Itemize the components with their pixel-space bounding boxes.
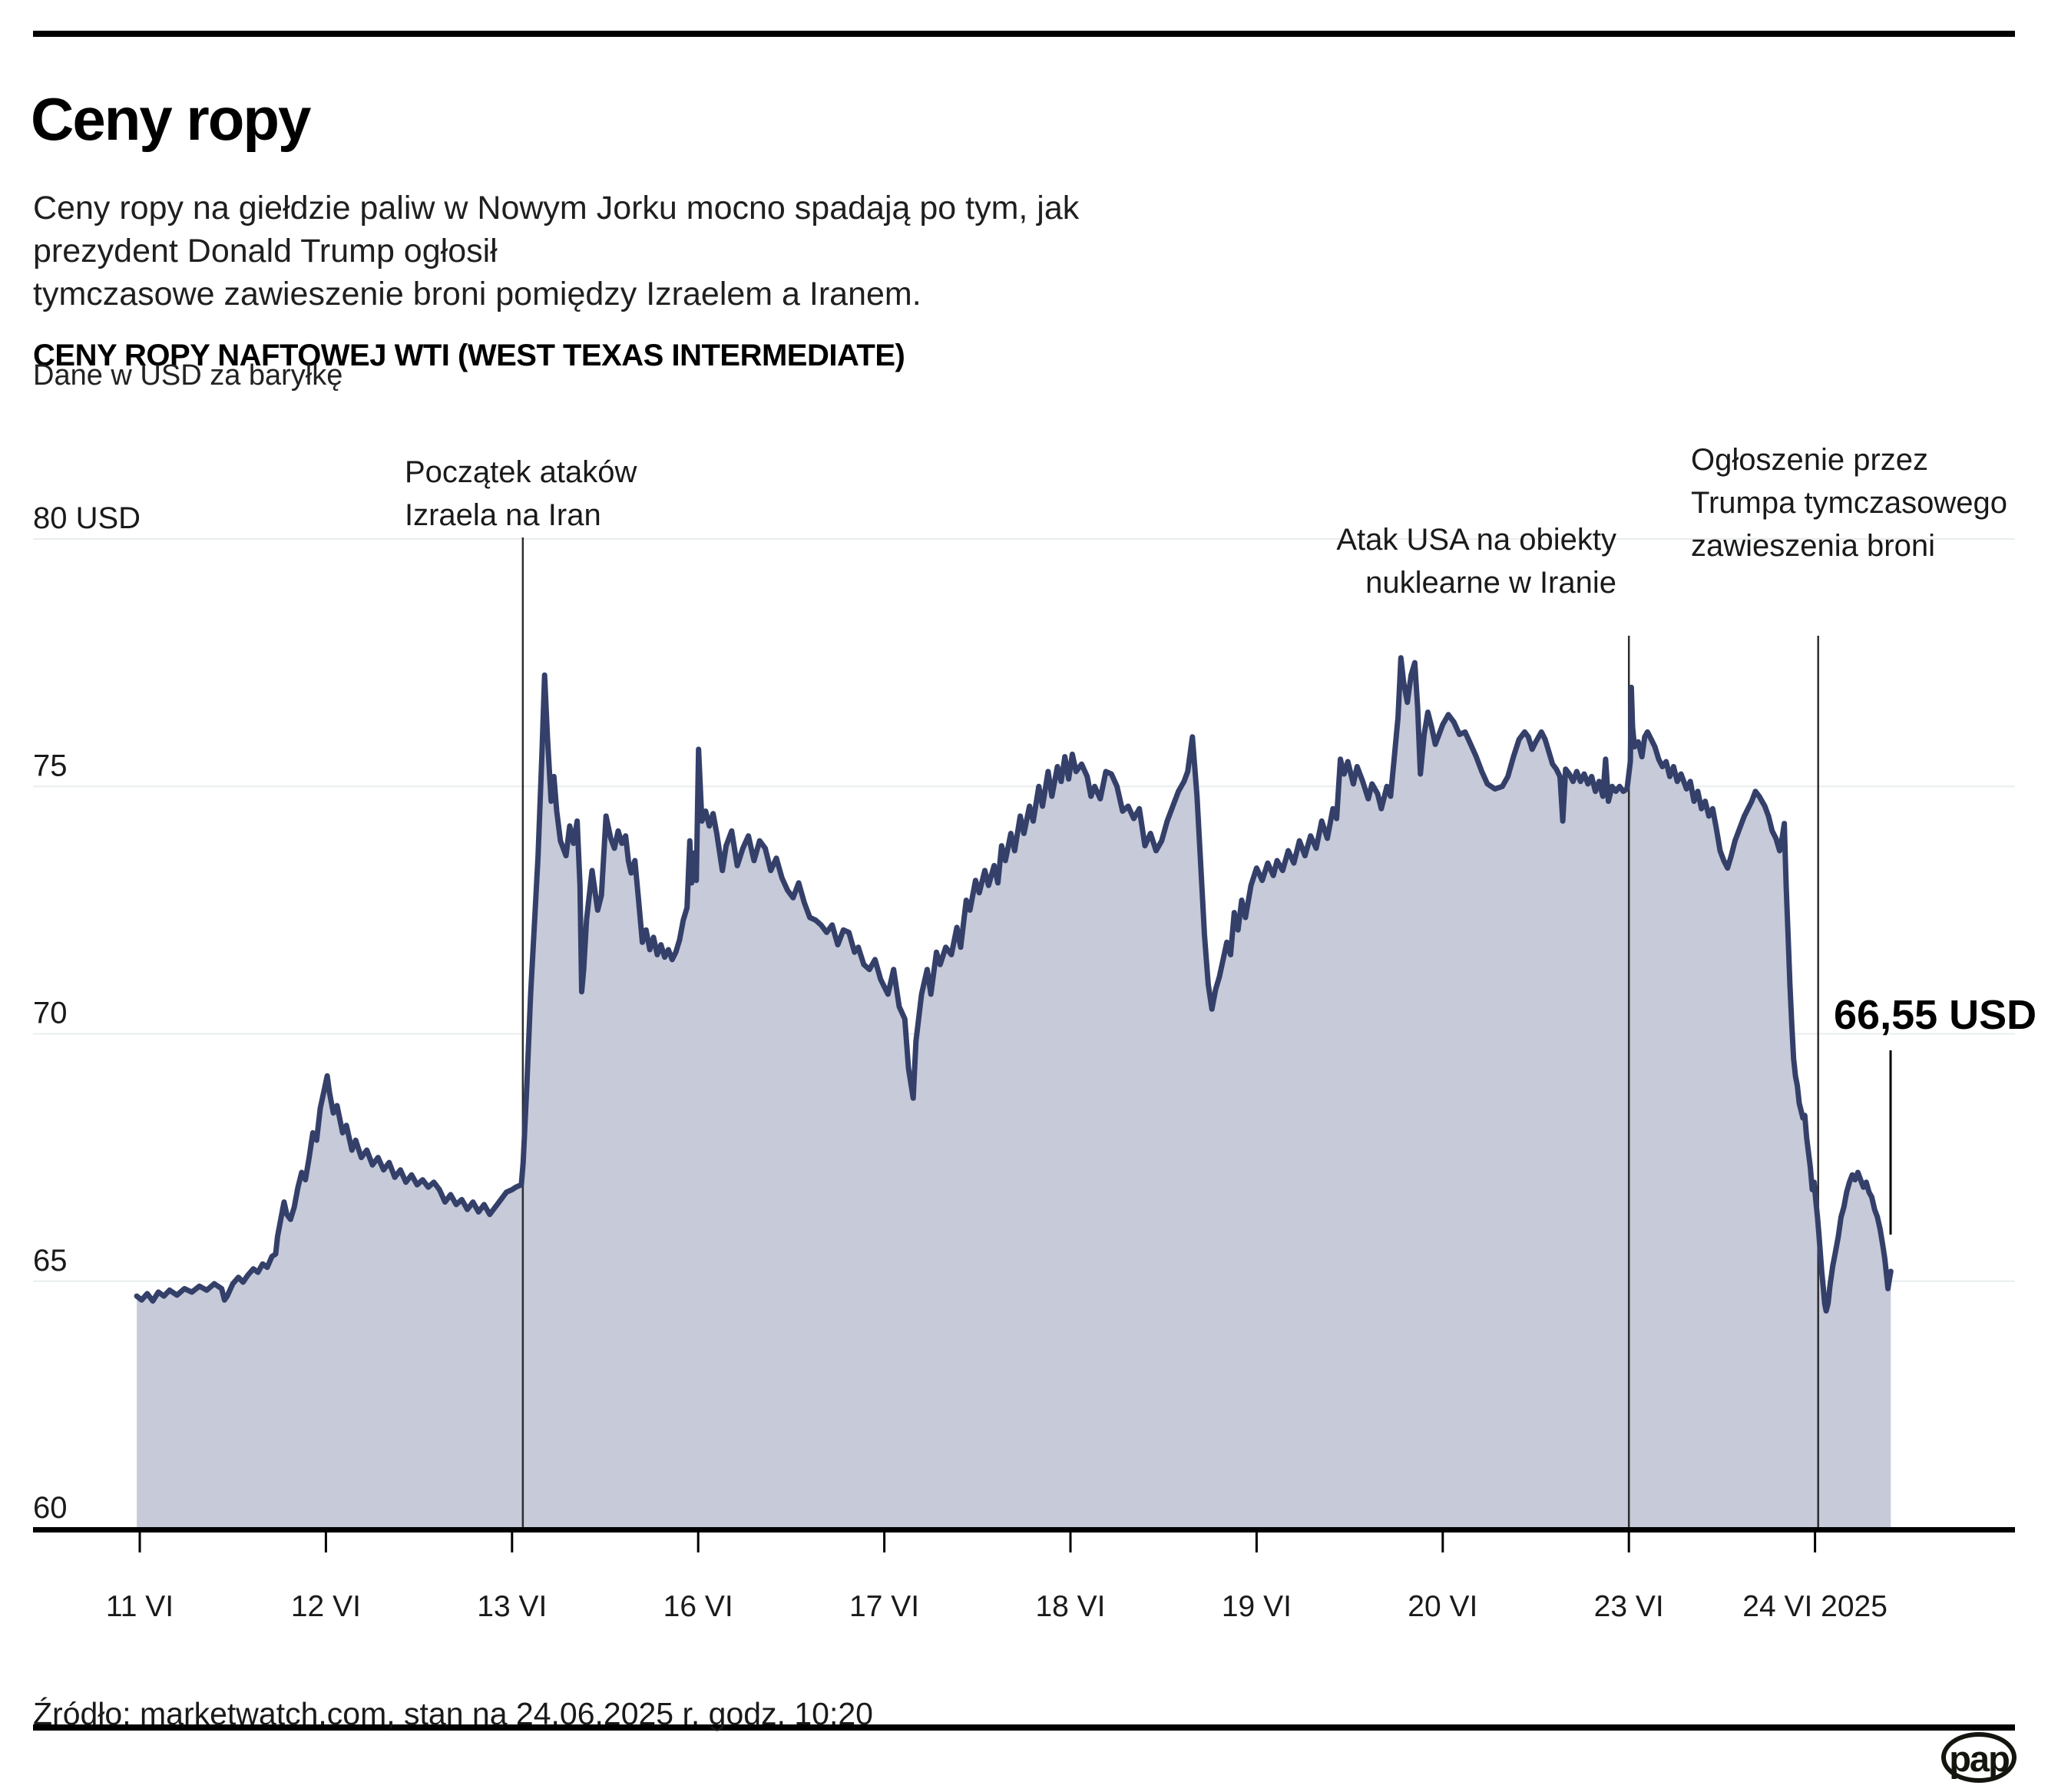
event-label-line: Atak USA na obiekty: [1336, 523, 1616, 557]
x-axis-label: 20 VI: [1408, 1590, 1477, 1623]
top-rule: [33, 31, 2015, 37]
x-axis-label: 11 VI: [106, 1590, 174, 1623]
pap-logo-text: pap: [1949, 1737, 2010, 1779]
lead-paragraph: Ceny ropy na giełdzie paliw w Nowym Jork…: [33, 187, 1231, 316]
price-line: [134, 655, 1894, 1314]
event-label-line: Izraela na Iran: [405, 498, 601, 532]
chart-title: CENY ROPY NAFTOWEJ WTI (WEST TEXAS INTER…: [33, 339, 905, 373]
event-label-line: nuklearne w Iranie: [1365, 566, 1616, 600]
area-fill: [137, 657, 1891, 1528]
event-label: Początek ataków Izraela na Iran: [405, 455, 637, 532]
last-price-label: 66,55 USD: [1834, 992, 2036, 1038]
event-label-line: Początek ataków: [405, 455, 637, 489]
event-label: Ogłoszenie przez Trumpa tymczasowego zawie…: [1691, 443, 2007, 563]
x-axis-label: 13 VI: [477, 1590, 547, 1623]
chart-subtitle: Dane w USD za baryłkę: [33, 359, 343, 392]
x-axis-label: 17 VI: [849, 1590, 919, 1623]
event-label: Atak USA na obiekty nuklearne w Iranie: [1336, 523, 1616, 600]
lead-line-2: tymczasowe zawieszenie broni pomiędzy Iz…: [33, 276, 921, 312]
lead-line-1: Ceny ropy na giełdzie paliw w Nowym Jork…: [33, 190, 1080, 269]
x-axis-label: 19 VI: [1222, 1590, 1292, 1623]
event-label-line: Trumpa tymczasowego: [1691, 486, 2007, 520]
event-label-line: Ogłoszenie przez: [1691, 443, 1928, 477]
source-note: Źródło: marketwatch.com, stan na 24.06.2…: [33, 1696, 873, 1731]
bottom-rule: [33, 1724, 2015, 1731]
x-axis-label: 23 VI: [1594, 1590, 1664, 1623]
y-axis-label: 60: [33, 1491, 68, 1525]
y-axis-label: 65: [33, 1244, 68, 1278]
y-axis-label: 80 USD: [33, 501, 141, 535]
x-axis: [33, 1527, 2015, 1532]
event-label-line: zawieszenia broni: [1691, 529, 1935, 563]
x-axis-label: 12 VI: [291, 1590, 361, 1623]
x-axis-label: 18 VI: [1035, 1590, 1105, 1623]
x-axis-label: 16 VI: [663, 1590, 733, 1623]
y-axis-label: 70: [33, 997, 68, 1030]
y-axis-label: 75: [33, 749, 68, 782]
pap-logo: pap: [1941, 1732, 2017, 1783]
x-axis-label: 24 VI 2025: [1742, 1590, 1888, 1623]
page-title: Ceny ropy: [31, 85, 311, 154]
